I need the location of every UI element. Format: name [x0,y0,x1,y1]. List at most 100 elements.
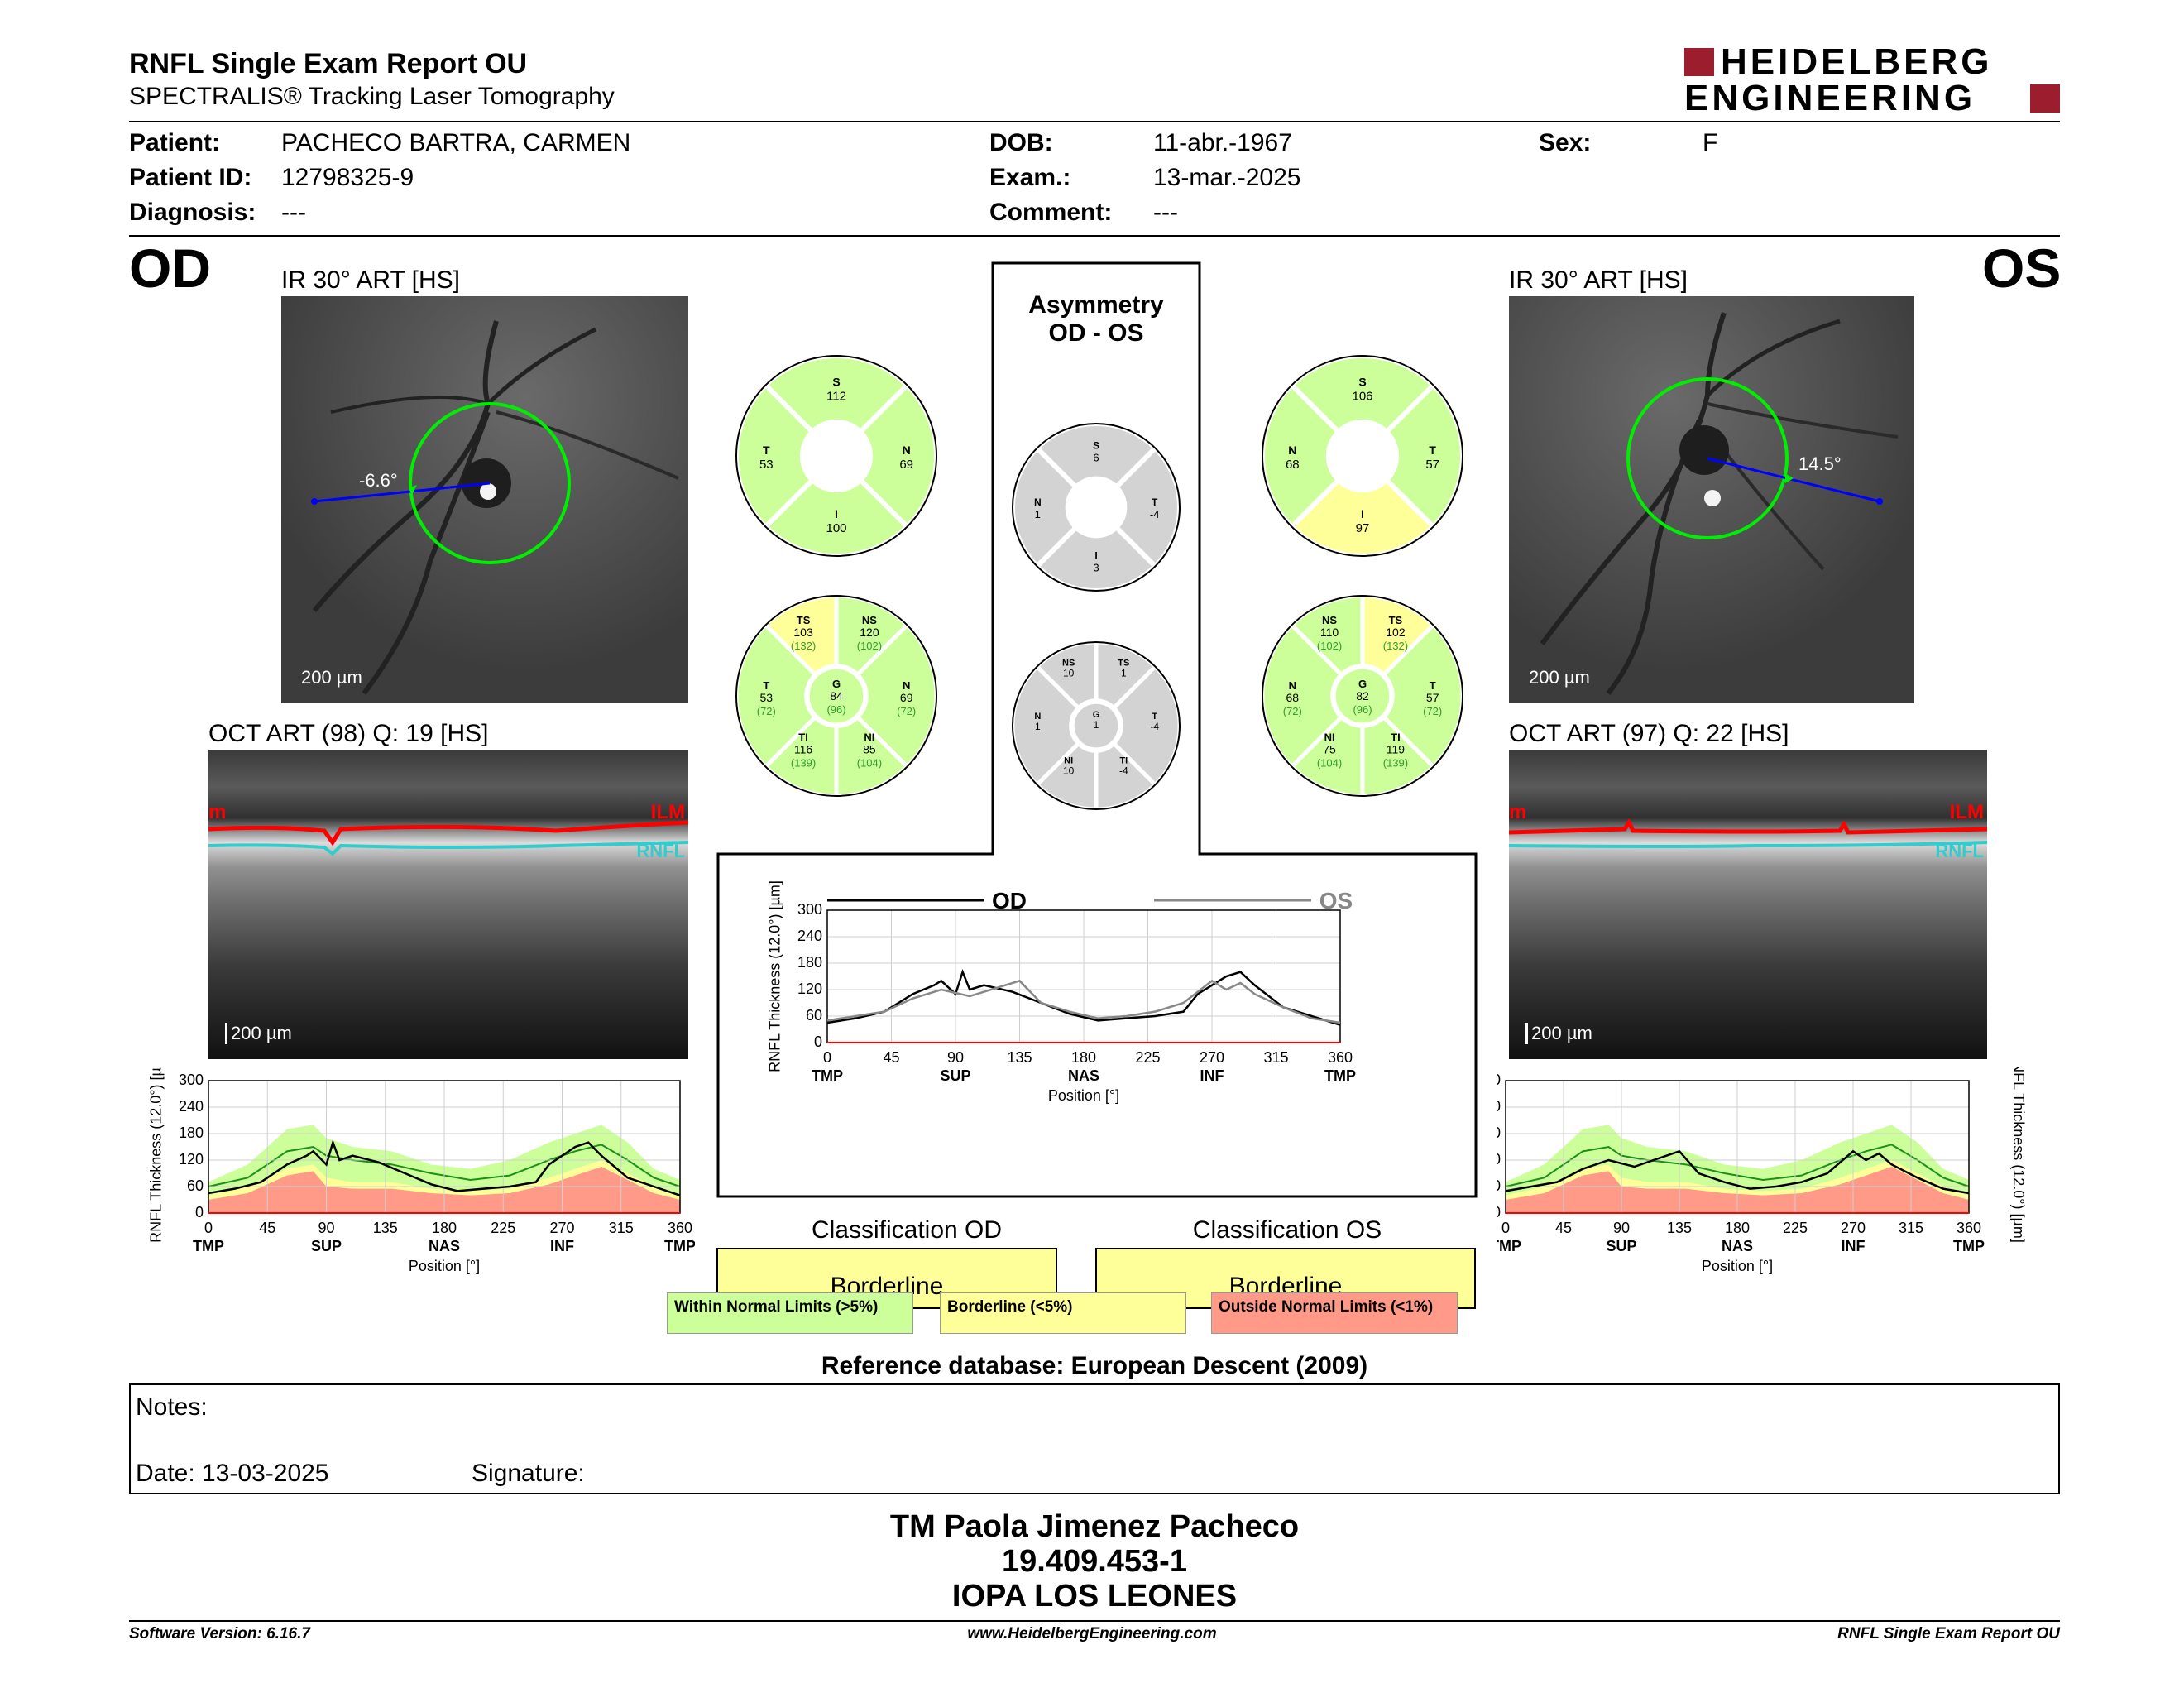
sector-ni-ref: (104) [1317,756,1342,769]
x-region-label: SUP [1606,1238,1636,1254]
x-region-label: TMP [193,1238,224,1254]
comment-label: Comment: [989,199,1113,226]
y-tick-label: 120 [179,1151,204,1168]
sector-g-value: 82 [1356,689,1369,703]
sector-t-label: T [1429,444,1436,457]
os-fundus-image: 200 µm 14.5° [1509,296,1914,703]
legend-od: OD [992,888,1027,914]
series-od-line [826,969,1341,1026]
sector-ti-label: TI [1119,755,1128,765]
reference-database: Reference database: European Descent (20… [821,1352,1368,1379]
footer-software-version: Software Version: 6.16.7 [129,1625,310,1642]
x-tick-label: 135 [373,1220,398,1236]
os-ir-scale: 200 µm [1529,667,1590,688]
x-region-label: INF [550,1238,574,1254]
os-eye-label: OS [1982,237,2062,299]
footer-website[interactable]: www.HeidelbergEngineering.com [967,1625,1217,1642]
sector-ts-ref: (132) [791,640,816,652]
os-ilm-label: ILM [1949,801,1984,823]
os-ir-label: IR 30° ART [HS] [1509,266,1688,294]
x-axis-title: Position [°] [409,1258,480,1274]
os-oct-image: m ILM RNFL 200 µm [1509,750,1987,1059]
patient-name: PACHECO BARTRA, CARMEN [281,129,631,156]
sector-s-value: 6 [1093,451,1099,463]
sector-ni-ref: (104) [857,756,882,769]
od-classification-label: Classification OD [811,1216,1003,1244]
dob-label: DOB: [989,129,1053,156]
sector-t-value: -4 [1150,508,1160,520]
x-region-label: NAS [1722,1238,1753,1254]
y-tick-label: 60 [1497,1177,1501,1194]
x-region-label: NAS [1068,1067,1099,1084]
sector-n-value: 1 [1035,508,1041,520]
od-thickness-chart: 0 60 120 180 240 300 0 45 90 135 180 225 270 315 360 TM… [147,1067,695,1274]
sector-ni-label: NI [1324,731,1335,743]
sector-t-value: 53 [760,691,774,704]
sector-t-value: 53 [759,458,774,472]
sector-ni-label: NI [864,731,874,743]
x-tick-label: 315 [609,1220,634,1236]
x-region-label: TMP [1953,1238,1985,1254]
normal-mean-line [1505,1144,1970,1187]
sector-n-label: N [903,679,910,692]
y-tick-label: 240 [179,1098,204,1115]
sector-g-value: 1 [1094,719,1099,731]
sector-i-label: I [835,507,838,520]
od-fundus-image: 200 µm -6.6° [281,296,688,703]
sector-t-label: T [763,444,770,457]
exam-label: Exam.: [989,164,1071,191]
sector-g-label: G [832,678,841,690]
x-region-label: TMP [812,1067,843,1084]
sector-ts-value: 102 [1386,626,1406,639]
sector-n-value: 69 [899,458,913,472]
sector-n-label: N [1034,712,1041,722]
normal-mean-line [208,1144,681,1187]
sector-g-value: 84 [830,689,843,703]
x-tick-label: 135 [1007,1049,1032,1066]
sector-i-value: 100 [826,521,846,535]
os-oct-scale: 200 µm [1525,1023,1592,1044]
x-tick-label: 225 [1783,1220,1808,1236]
sector-ti-ref: (139) [791,756,816,769]
sector-g [1334,667,1391,725]
x-region-label: SUP [311,1238,342,1254]
sector-ns-ref: (102) [857,640,882,652]
x-tick-label: 45 [1555,1220,1572,1236]
sector-n-value: 1 [1035,721,1041,732]
y-tick-label: 60 [187,1177,204,1194]
sector-ni-value: 85 [863,742,876,755]
x-axis-title: Position [°] [1702,1258,1773,1274]
sector-g-label: G [1358,678,1367,690]
sector-n-value: 68 [1286,458,1300,472]
sector-ti-value: 119 [1387,742,1406,755]
sector-s-value: 112 [826,389,846,403]
signer-id: 19.409.453-1 [1002,1544,1187,1579]
x-tick-label: 90 [1613,1220,1630,1236]
signer-name: TM Paola Jimenez Pacheco [889,1509,1300,1544]
legend-borderline: Borderline (<5%) [940,1292,1186,1334]
sector-g-label: G [1093,710,1100,720]
y-tick-label: 0 [195,1204,204,1220]
x-region-label: TMP [1324,1067,1356,1084]
asymmetry-title: Asymmetry OD - OS [1028,291,1164,347]
sector-ns-label: NS [862,614,877,626]
od-rnfl-label: RNFL [636,841,685,861]
x-region-label: SUP [940,1067,970,1084]
od-sector-chart-6: TS103(132)NS120(102)N69(72)NI85(104)TI11… [734,593,939,798]
y-tick-label: 120 [1497,1151,1501,1168]
sector-t-label: T [1152,496,1158,508]
series-os-line [826,979,1341,1024]
od-ilm-label: ILM [650,801,685,823]
footer-report-name: RNFL Single Exam Report OU [1837,1625,2060,1642]
y-tick-label: 60 [806,1007,822,1024]
sector-n-label: N [903,444,911,457]
sector-ts-value: 1 [1121,667,1127,679]
y-tick-label: 180 [1497,1125,1501,1141]
sector-t-label: T [1430,679,1436,692]
y-tick-label: 180 [797,954,822,971]
x-tick-label: 90 [318,1220,334,1236]
od-ilm-fragment: m [208,801,227,823]
signer-institution: IOPA LOS LEONES [951,1579,1238,1614]
